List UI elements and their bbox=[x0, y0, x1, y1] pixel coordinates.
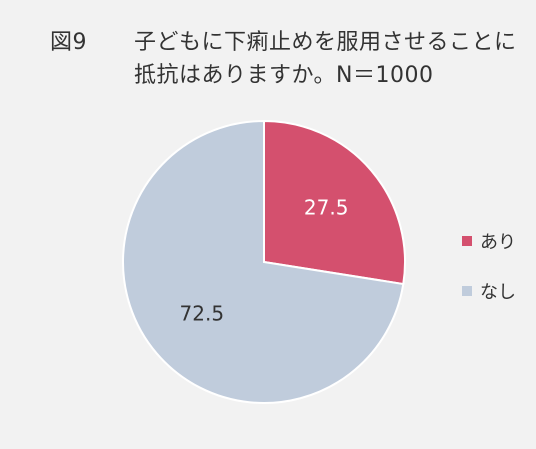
legend: あり なし bbox=[462, 228, 516, 328]
pie-slice-nashi bbox=[122, 119, 405, 404]
figure-label: 図9 bbox=[50, 30, 87, 55]
legend-label-ari: あり bbox=[480, 232, 516, 253]
legend-item-nashi: なし bbox=[462, 278, 516, 304]
legend-swatch-nashi bbox=[462, 286, 472, 296]
data-label-ari: 27.5 bbox=[304, 195, 349, 219]
legend-item-ari: あり bbox=[462, 228, 516, 254]
title-line-1: 子どもに下痢止めを服用させることに bbox=[134, 30, 517, 55]
pie-slices bbox=[122, 119, 406, 404]
chart-title: 図9 子どもに下痢止めを服用させることに 抵抗はありますか。N＝1000 bbox=[50, 26, 517, 92]
data-label-nashi: 72.5 bbox=[180, 302, 225, 326]
pie-slice-ari bbox=[263, 119, 406, 286]
title-line-2: 抵抗はありますか。N＝1000 bbox=[134, 63, 434, 88]
legend-label-nashi: なし bbox=[480, 282, 516, 303]
pie-data-labels: 27.5 72.5 bbox=[180, 195, 349, 325]
legend-swatch-ari bbox=[462, 236, 472, 246]
